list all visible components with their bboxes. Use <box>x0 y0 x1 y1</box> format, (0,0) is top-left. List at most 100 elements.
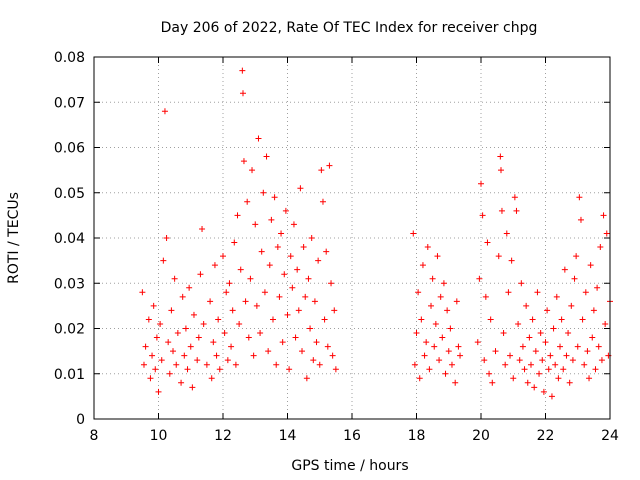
data-point <box>155 388 162 395</box>
data-point <box>210 339 217 346</box>
data-point <box>161 108 168 115</box>
data-point <box>482 293 489 300</box>
data-point <box>436 357 443 364</box>
data-point <box>481 357 488 364</box>
data-point <box>440 280 447 287</box>
data-point <box>445 348 452 355</box>
data-point <box>142 343 149 350</box>
y-tick-label: 0 <box>76 412 85 428</box>
data-point <box>287 253 294 260</box>
chart-title: Day 206 of 2022, Rate Of TEC Index for r… <box>161 20 538 36</box>
data-point <box>279 339 286 346</box>
y-axis-label: ROTI / TECUs <box>6 192 22 284</box>
data-point <box>223 289 230 296</box>
data-point <box>594 284 601 291</box>
x-tick-label: 22 <box>537 428 555 444</box>
data-point <box>507 352 514 359</box>
data-point <box>518 280 525 287</box>
data-point <box>487 316 494 323</box>
data-point <box>418 316 425 323</box>
data-point <box>311 298 318 305</box>
data-point <box>199 225 206 232</box>
data-point <box>526 334 533 341</box>
data-point <box>503 230 510 237</box>
data-point <box>302 293 309 300</box>
data-point <box>266 262 273 269</box>
data-point <box>523 302 530 309</box>
data-point <box>500 330 507 337</box>
data-point <box>515 320 522 327</box>
data-point <box>265 348 272 355</box>
data-point <box>492 348 499 355</box>
data-point <box>558 316 565 323</box>
data-point <box>182 325 189 332</box>
data-point <box>579 316 586 323</box>
data-point <box>174 330 181 337</box>
data-point <box>548 393 555 400</box>
data-point <box>536 370 543 377</box>
data-point <box>208 375 215 382</box>
data-point <box>542 339 549 346</box>
data-point <box>437 293 444 300</box>
ticks-layer <box>93 56 611 420</box>
data-point <box>220 253 226 260</box>
data-point <box>513 207 520 214</box>
data-point <box>524 379 531 386</box>
data-point <box>432 320 439 327</box>
data-point <box>498 207 505 214</box>
data-point <box>590 307 597 314</box>
data-point <box>448 361 455 368</box>
data-point <box>452 379 459 386</box>
data-point <box>228 343 235 350</box>
points-layer <box>139 67 613 400</box>
data-point <box>415 289 422 296</box>
data-point <box>229 307 236 314</box>
data-point <box>497 167 504 174</box>
y-tick-label: 0.04 <box>54 231 85 247</box>
data-point <box>282 207 289 214</box>
data-point <box>563 352 570 359</box>
data-point <box>560 366 567 373</box>
data-point <box>511 194 518 201</box>
data-point <box>286 366 293 373</box>
data-point <box>281 271 288 278</box>
data-point <box>323 248 330 255</box>
data-point <box>442 370 449 377</box>
data-point <box>171 275 178 282</box>
data-point <box>300 244 307 251</box>
data-point <box>244 198 251 205</box>
y-tick-labels: 0 0.01 0.02 0.03 0.04 0.05 0.06 0.07 0.08 <box>54 50 85 428</box>
data-point <box>190 311 197 318</box>
data-point <box>240 158 247 165</box>
data-point <box>166 370 173 377</box>
data-point <box>332 366 339 373</box>
data-point <box>231 239 238 246</box>
data-point <box>550 325 557 332</box>
data-point <box>516 357 523 364</box>
data-point <box>495 253 502 260</box>
data-point <box>476 275 483 282</box>
y-tick-label: 0.06 <box>54 141 85 157</box>
data-point <box>318 167 325 174</box>
x-tick-label: 14 <box>279 428 297 444</box>
data-point <box>150 302 157 309</box>
data-point <box>484 239 491 246</box>
x-tick-label: 18 <box>408 428 426 444</box>
data-point <box>163 235 170 241</box>
data-point <box>249 167 256 174</box>
x-tick-label: 8 <box>90 428 99 444</box>
data-point <box>168 307 175 314</box>
data-point <box>313 339 320 346</box>
data-point <box>581 361 588 368</box>
data-point <box>561 266 568 273</box>
data-point <box>316 361 323 368</box>
data-point <box>157 320 164 327</box>
data-point <box>423 339 430 346</box>
data-point <box>534 289 541 296</box>
data-point <box>544 307 551 314</box>
data-point <box>592 366 599 373</box>
data-point <box>439 334 446 341</box>
data-point <box>207 298 214 305</box>
data-point <box>221 330 228 337</box>
